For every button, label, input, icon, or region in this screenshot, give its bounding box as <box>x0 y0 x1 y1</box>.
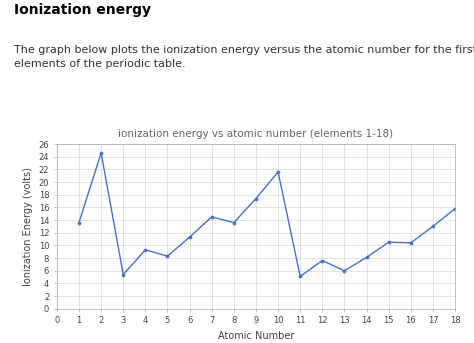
Title: ionization energy vs atomic number (elements 1-18): ionization energy vs atomic number (elem… <box>118 129 393 139</box>
Y-axis label: Ionization Energy (volts): Ionization Energy (volts) <box>23 167 33 286</box>
Text: Ionization energy: Ionization energy <box>14 3 151 17</box>
X-axis label: Atomic Number: Atomic Number <box>218 331 294 341</box>
Text: The graph below plots the ionization energy versus the atomic number for the fir: The graph below plots the ionization ene… <box>14 45 474 69</box>
